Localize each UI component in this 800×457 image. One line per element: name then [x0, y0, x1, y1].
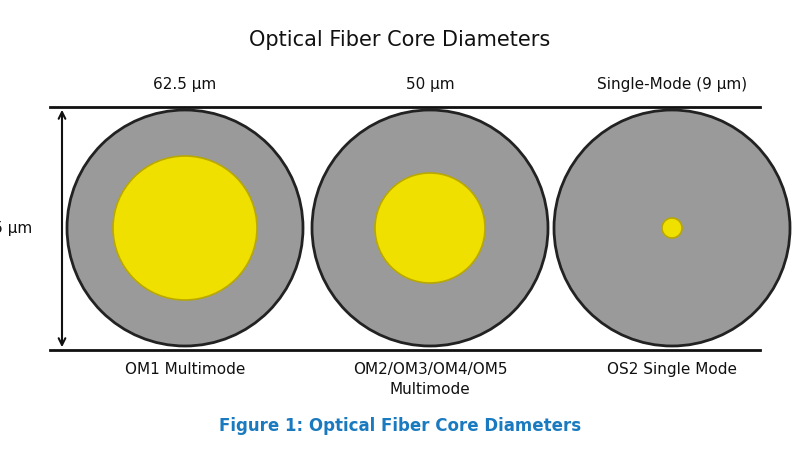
- Text: Figure 1: Optical Fiber Core Diameters: Figure 1: Optical Fiber Core Diameters: [219, 417, 581, 435]
- Text: Multimode: Multimode: [390, 382, 470, 397]
- Circle shape: [113, 156, 257, 300]
- Text: 62.5 μm: 62.5 μm: [154, 77, 217, 92]
- Text: 50 μm: 50 μm: [406, 77, 454, 92]
- Circle shape: [375, 173, 485, 283]
- Text: Optical Fiber Core Diameters: Optical Fiber Core Diameters: [250, 30, 550, 50]
- Circle shape: [67, 110, 303, 346]
- Text: 125 μm: 125 μm: [0, 220, 32, 235]
- Text: Single-Mode (9 μm): Single-Mode (9 μm): [597, 77, 747, 92]
- Text: OS2 Single Mode: OS2 Single Mode: [607, 362, 737, 377]
- Circle shape: [662, 218, 682, 238]
- Text: OM1 Multimode: OM1 Multimode: [125, 362, 245, 377]
- Text: OM2/OM3/OM4/OM5: OM2/OM3/OM4/OM5: [353, 362, 507, 377]
- Circle shape: [554, 110, 790, 346]
- Circle shape: [312, 110, 548, 346]
